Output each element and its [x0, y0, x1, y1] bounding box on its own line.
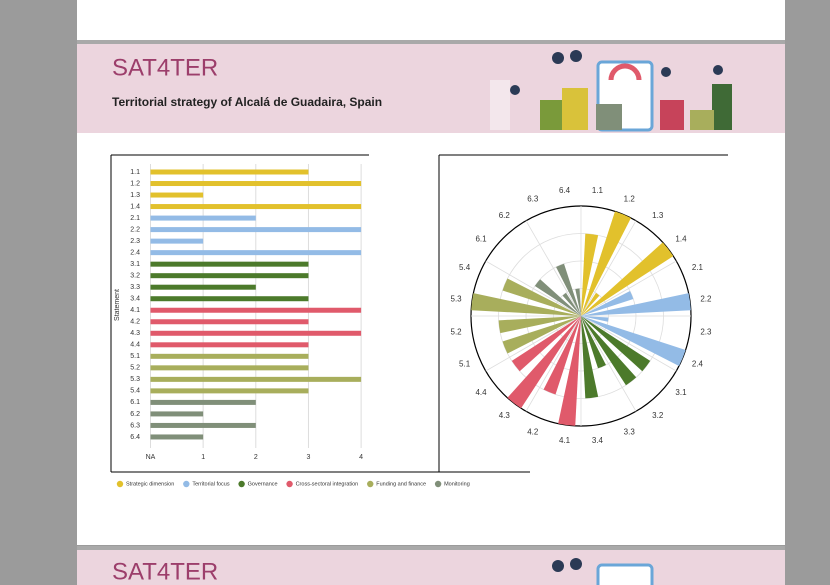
- angular-label: 6.2: [499, 211, 511, 220]
- angular-label: 5.2: [451, 328, 463, 337]
- bar: [150, 181, 361, 186]
- y-tick-label: 1.1: [130, 169, 140, 176]
- legend-swatch: [435, 481, 441, 487]
- angular-label: 3.3: [624, 428, 636, 437]
- x-tick-label: 1: [201, 454, 205, 461]
- y-tick-label: 4.2: [130, 319, 140, 326]
- y-tick-label: 3.2: [130, 273, 140, 280]
- legend-swatch: [367, 481, 373, 487]
- legend-label: Territorial focus: [192, 481, 230, 487]
- bar: [150, 227, 361, 232]
- angular-label: 5.1: [459, 359, 471, 368]
- angular-label: 6.1: [475, 234, 487, 243]
- page-separator: [77, 546, 785, 550]
- angular-label: 5.3: [451, 295, 463, 304]
- bar: [150, 296, 308, 301]
- angular-label: 1.3: [652, 211, 664, 220]
- y-tick-label: 5.4: [130, 388, 140, 395]
- angular-label: 5.4: [459, 263, 471, 272]
- y-tick-label: 6.4: [130, 434, 140, 441]
- bar: [150, 170, 308, 175]
- y-tick-label: 5.1: [130, 353, 140, 360]
- bar: [150, 377, 361, 382]
- header-subtitle: Territorial strategy of Alcalá de Guadai…: [112, 95, 382, 109]
- legend-label: Governance: [248, 481, 278, 487]
- legend-label: Strategic dimension: [126, 481, 174, 487]
- y-tick-label: 4.3: [130, 330, 140, 337]
- y-tick-label: 6.2: [130, 411, 140, 418]
- angular-label: 6.4: [559, 186, 571, 195]
- bar: [150, 342, 308, 347]
- bar: [150, 400, 255, 405]
- bar: [150, 423, 255, 428]
- angular-label: 3.4: [592, 436, 604, 445]
- header-title: SAT4TER: [112, 558, 218, 585]
- legend-label: Cross-sectoral integration: [296, 481, 359, 487]
- bar: [150, 411, 203, 416]
- x-tick-label: 3: [306, 454, 310, 461]
- bar: [150, 273, 308, 278]
- y-tick-label: 2.2: [130, 226, 140, 233]
- angular-label: 2.4: [692, 359, 704, 368]
- y-tick-label: 4.4: [130, 342, 140, 349]
- y-tick-label: 5.2: [130, 365, 140, 372]
- y-tick-label: 2.4: [130, 249, 140, 256]
- bar: [150, 193, 203, 198]
- y-axis-label: Statement: [114, 289, 121, 321]
- y-tick-label: 6.3: [130, 422, 140, 429]
- bar: [150, 354, 308, 359]
- y-tick-label: 2.3: [130, 238, 140, 245]
- angular-label: 3.2: [652, 411, 664, 420]
- angular-label: 4.1: [559, 436, 571, 445]
- bar: [150, 331, 361, 336]
- bar: [150, 319, 308, 324]
- legend-label: Funding and finance: [376, 481, 426, 487]
- y-tick-label: 3.3: [130, 284, 140, 291]
- y-tick-label: 1.2: [130, 180, 140, 187]
- y-tick-label: 1.4: [130, 203, 140, 210]
- y-tick-label: 6.1: [130, 399, 140, 406]
- y-tick-label: 2.1: [130, 215, 140, 222]
- x-tick-label: NA: [146, 454, 156, 461]
- bar: [150, 239, 203, 244]
- angular-label: 2.3: [700, 328, 712, 337]
- y-tick-label: 3.4: [130, 296, 140, 303]
- angular-label: 6.3: [527, 195, 539, 204]
- page: SAT4TER Territorial strategy of Alcalá d…: [0, 0, 830, 585]
- x-tick-label: 2: [254, 454, 258, 461]
- y-tick-label: 1.3: [130, 192, 140, 199]
- bar: [150, 308, 361, 313]
- legend-label: Monitoring: [444, 481, 470, 487]
- x-tick-label: 4: [359, 454, 363, 461]
- bar: [150, 388, 308, 393]
- angular-label: 1.2: [624, 195, 636, 204]
- bar: [150, 250, 361, 255]
- bar: [150, 365, 308, 370]
- angular-label: 2.1: [692, 263, 704, 272]
- legend-swatch: [238, 481, 244, 487]
- legend-swatch: [183, 481, 189, 487]
- angular-label: 1.4: [675, 234, 687, 243]
- y-tick-label: 4.1: [130, 307, 140, 314]
- angular-label: 4.3: [499, 411, 511, 420]
- angular-label: 1.1: [592, 186, 604, 195]
- angular-label: 2.2: [700, 295, 712, 304]
- bar: [150, 216, 255, 221]
- bar: [150, 434, 203, 439]
- header-title: SAT4TER: [112, 54, 218, 81]
- y-tick-label: 3.1: [130, 261, 140, 268]
- bar: [150, 262, 308, 267]
- bar: [150, 204, 361, 209]
- y-tick-label: 5.3: [130, 376, 140, 383]
- legend-swatch: [286, 481, 292, 487]
- angular-label: 4.2: [527, 428, 539, 437]
- legend-swatch: [117, 481, 123, 487]
- page-separator: [77, 40, 785, 44]
- bar: [150, 285, 255, 290]
- angular-label: 3.1: [675, 388, 687, 397]
- angular-label: 4.4: [475, 388, 487, 397]
- document: SAT4TER Territorial strategy of Alcalá d…: [0, 0, 830, 585]
